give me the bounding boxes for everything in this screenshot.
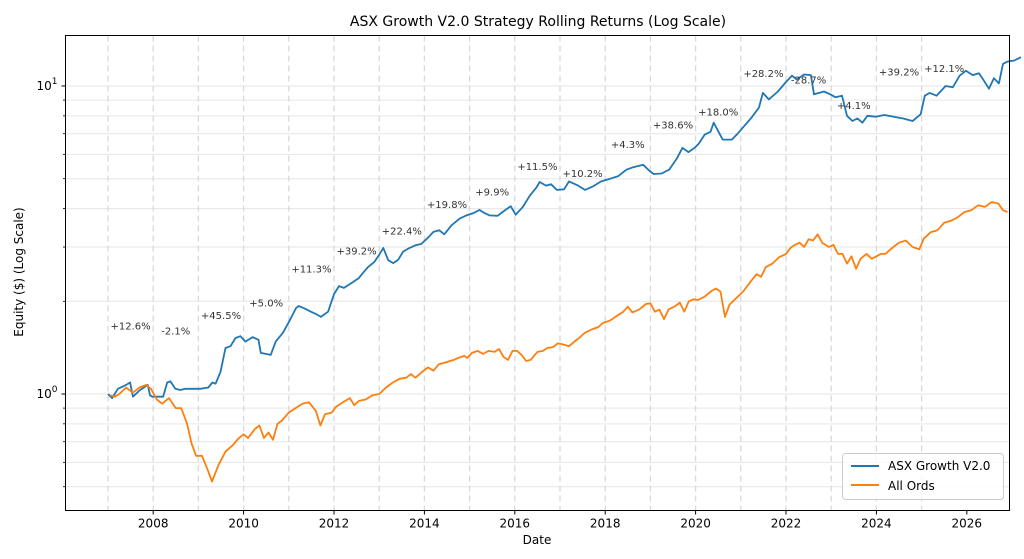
x-axis: 2008 2010 2012 2014 2016 2018 2020 2022 2024 2026 bbox=[138, 510, 983, 531]
series-line-asx-growth bbox=[107, 56, 1022, 399]
annotation-label: +39.2% bbox=[879, 68, 919, 79]
x-tick-label: 2026 bbox=[952, 517, 983, 531]
x-tick-label: 2010 bbox=[228, 517, 259, 531]
annotation-label: +9.9% bbox=[475, 188, 509, 199]
series-layer bbox=[107, 56, 1022, 483]
y-axis: 100 101 bbox=[36, 77, 66, 488]
annotation-label: +11.5% bbox=[517, 162, 557, 173]
annotation-label: +38.6% bbox=[653, 121, 693, 132]
series-line-all-ords bbox=[110, 201, 1008, 483]
annotation-label: +22.4% bbox=[382, 227, 422, 238]
x-tick-label: 2008 bbox=[138, 517, 169, 531]
annotation-label: +28.2% bbox=[743, 69, 783, 80]
legend-box bbox=[842, 453, 1004, 500]
x-tick-label: 2012 bbox=[319, 517, 350, 531]
annotation-label: -2.1% bbox=[161, 327, 190, 338]
y-axis-label: Equity ($) (Log Scale) bbox=[12, 207, 26, 336]
plot-area-frame bbox=[65, 35, 1010, 511]
x-axis-label: Date bbox=[523, 533, 552, 547]
x-tick-label: 2014 bbox=[409, 517, 440, 531]
annotation-label: +12.6% bbox=[111, 321, 151, 332]
annotation-label: +19.8% bbox=[427, 200, 467, 211]
annotation-label: +11.3% bbox=[291, 265, 331, 276]
annotation-label: +45.5% bbox=[201, 311, 241, 322]
annotation-label: -28.7% bbox=[791, 75, 826, 86]
annotation-label: +5.0% bbox=[249, 299, 283, 310]
annotation-label: +10.2% bbox=[563, 169, 603, 180]
x-tick-label: 2020 bbox=[680, 517, 711, 531]
x-tick-label: 2022 bbox=[771, 517, 802, 531]
x-tick-label: 2018 bbox=[590, 517, 621, 531]
y-tick-label: 100 bbox=[36, 385, 57, 401]
legend: ASX Growth V2.0 All Ords bbox=[842, 453, 1004, 500]
annotation-label: +39.2% bbox=[337, 246, 377, 257]
annotation-label: +18.0% bbox=[698, 108, 738, 119]
chart-title: ASX Growth V2.0 Strategy Rolling Returns… bbox=[350, 14, 726, 30]
x-tick-label: 2016 bbox=[500, 517, 531, 531]
legend-label-all-ords: All Ords bbox=[888, 479, 935, 493]
legend-label-asx-growth: ASX Growth V2.0 bbox=[888, 459, 990, 473]
annotation-layer: +12.6% -2.1% +45.5% +5.0% +11.3% +39.2% +22.4%… bbox=[111, 64, 965, 337]
annotation-label: +4.1% bbox=[837, 101, 871, 112]
grid-layer bbox=[65, 85, 1010, 488]
x-tick-label: 2024 bbox=[861, 517, 892, 531]
annotation-label: +12.1% bbox=[924, 64, 964, 75]
y-tick-label: 101 bbox=[36, 77, 57, 93]
annotation-label: +4.3% bbox=[611, 140, 645, 151]
year-divider-layer bbox=[107, 35, 923, 511]
